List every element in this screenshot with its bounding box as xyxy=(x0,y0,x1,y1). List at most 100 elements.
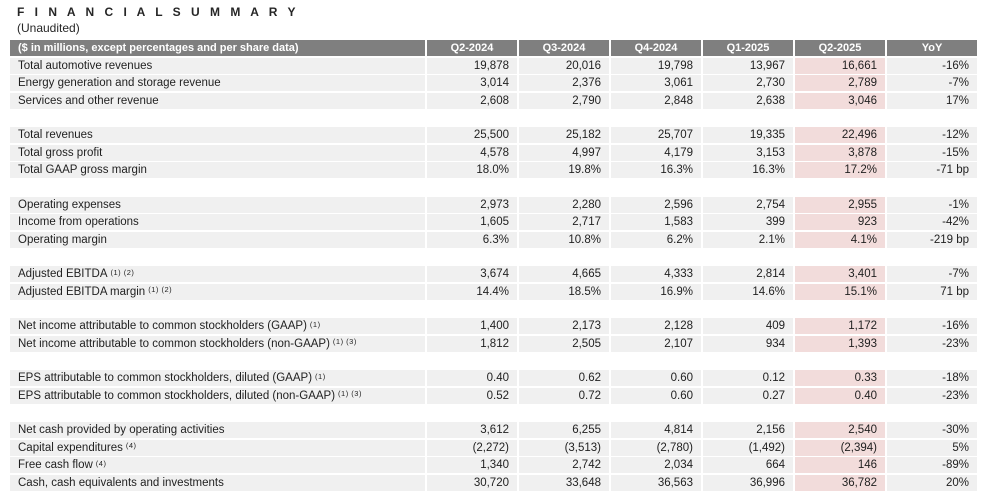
row-label-text: Services and other revenue xyxy=(18,94,159,107)
row-label-text: EPS attributable to common stockholders,… xyxy=(18,389,336,402)
table-row: Total GAAP gross margin 18.0% 19.8% 16.3% 16… xyxy=(10,162,977,178)
row-label: Total automotive revenues xyxy=(10,57,425,74)
value-cell: 1,400 xyxy=(427,318,517,334)
value-cell: 16.3% xyxy=(703,162,793,178)
value-cell: 2,638 xyxy=(703,92,793,109)
value-cell-highlight: 2,540 xyxy=(795,422,885,438)
value-cell: 2.1% xyxy=(703,231,793,248)
column-header: YoY xyxy=(887,40,977,56)
value-cell-highlight: 1,172 xyxy=(795,318,885,334)
row-label-text: Total gross profit xyxy=(18,146,103,159)
group-separator xyxy=(10,301,977,317)
value-cell: 17% xyxy=(887,92,977,109)
value-cell: -12% xyxy=(887,127,977,143)
value-cell-highlight: 22,496 xyxy=(795,127,885,143)
value-cell: 2,107 xyxy=(611,335,701,352)
value-cell: -42% xyxy=(887,214,977,230)
value-cell: 4,333 xyxy=(611,266,701,282)
value-cell: -71 bp xyxy=(887,162,977,178)
value-cell: (1,492) xyxy=(703,439,793,456)
value-cell: 14.4% xyxy=(427,283,517,300)
table-row: Capital expenditures (4) (2,272) (3,513) (2,… xyxy=(10,439,977,456)
row-label-text: Capital expenditures xyxy=(18,441,123,454)
value-cell: -18% xyxy=(887,370,977,386)
value-cell-highlight: 17.2% xyxy=(795,162,885,178)
row-label: Adjusted EBITDA (1) (2) xyxy=(10,266,425,282)
value-cell: 2,973 xyxy=(427,196,517,213)
row-label: Operating margin xyxy=(10,231,425,248)
value-cell-highlight: 1,393 xyxy=(795,335,885,352)
value-cell: 1,583 xyxy=(611,214,701,230)
value-cell: 0.60 xyxy=(611,387,701,404)
value-cell-highlight: 0.33 xyxy=(795,370,885,386)
group-separator xyxy=(10,110,977,126)
row-label-text: Net income attributable to common stockh… xyxy=(18,320,307,332)
value-cell-highlight: 923 xyxy=(795,214,885,230)
value-cell: 25,500 xyxy=(427,127,517,143)
value-cell: 1,812 xyxy=(427,335,517,352)
value-cell: -16% xyxy=(887,318,977,334)
column-header: Q3-2024 xyxy=(519,40,609,56)
value-cell: 4,814 xyxy=(611,422,701,438)
footnote-marker: (1) (3) xyxy=(332,337,357,346)
row-label-text: Net income attributable to common stockh… xyxy=(18,337,330,350)
value-cell: 4,997 xyxy=(519,144,609,161)
value-cell: 20% xyxy=(887,474,977,491)
row-label: Total GAAP gross margin xyxy=(10,162,425,178)
value-cell: 25,182 xyxy=(519,127,609,143)
table-row: Operating expenses 2,973 2,280 2,596 2,754 2,… xyxy=(10,196,977,213)
row-label-text: Energy generation and storage revenue xyxy=(18,77,221,89)
footnote-marker: (4) xyxy=(95,458,107,468)
row-label: Free cash flow (4) xyxy=(10,457,425,473)
table-row: Total revenues 25,500 25,182 25,707 19,335 22… xyxy=(10,127,977,143)
value-cell: 6.3% xyxy=(427,231,517,248)
value-cell: 30,720 xyxy=(427,474,517,491)
column-header: Q4-2024 xyxy=(611,40,701,56)
value-cell: 19,335 xyxy=(703,127,793,143)
value-cell: 2,128 xyxy=(611,318,701,334)
value-cell: 2,848 xyxy=(611,92,701,109)
footnote-marker: (1) xyxy=(309,319,321,329)
value-cell: 10.8% xyxy=(519,231,609,248)
value-cell: 4,578 xyxy=(427,144,517,161)
value-cell: 3,674 xyxy=(427,266,517,282)
value-cell: -30% xyxy=(887,422,977,438)
value-cell-highlight: 4.1% xyxy=(795,231,885,248)
footnote-marker: (1) xyxy=(315,371,326,381)
row-label: Total gross profit xyxy=(10,144,425,161)
value-cell: -15% xyxy=(887,144,977,161)
value-cell: (2,272) xyxy=(427,439,517,456)
value-cell: -23% xyxy=(887,335,977,352)
footnote-marker: (4) xyxy=(125,441,137,450)
table-row: Adjusted EBITDA margin (1) (2) 14.4% 18.5% 1… xyxy=(10,283,977,300)
value-cell: 0.60 xyxy=(611,370,701,386)
row-label: EPS attributable to common stockholders,… xyxy=(10,387,425,404)
value-cell: 3,014 xyxy=(427,75,517,91)
value-cell: 0.62 xyxy=(519,370,609,386)
value-cell: 2,505 xyxy=(519,335,609,352)
value-cell: 2,596 xyxy=(611,196,701,213)
table-row: Total gross profit 4,578 4,997 4,179 3,153 3,… xyxy=(10,144,977,161)
value-cell: -1% xyxy=(887,196,977,213)
value-cell: 2,717 xyxy=(519,214,609,230)
value-cell: -219 bp xyxy=(887,231,977,248)
value-cell: 18.5% xyxy=(519,283,609,300)
column-header: Q2-2024 xyxy=(427,40,517,56)
table-row: Net cash provided by operating activitie… xyxy=(10,422,977,438)
value-cell: 25,707 xyxy=(611,127,701,143)
footnote-marker: (1) (2) xyxy=(110,267,135,277)
page-subtitle: (Unaudited) xyxy=(17,21,80,35)
table-row: EPS attributable to common stockholders,… xyxy=(10,387,977,404)
value-cell: 3,061 xyxy=(611,75,701,91)
table-row: Free cash flow (4) 1,340 2,742 2,034 664 146 -8… xyxy=(10,457,977,473)
group-separator xyxy=(10,353,977,369)
value-cell: 4,665 xyxy=(519,266,609,282)
value-cell-highlight: 0.40 xyxy=(795,387,885,404)
table-body: Total automotive revenues 19,878 20,016 19,… xyxy=(10,57,977,491)
row-label-text: Free cash flow xyxy=(18,459,93,471)
value-cell: 2,034 xyxy=(611,457,701,473)
table-row: Operating margin 6.3% 10.8% 6.2% 2.1% 4.1% -21… xyxy=(10,231,977,248)
value-cell: 19.8% xyxy=(519,162,609,178)
value-cell: -89% xyxy=(887,457,977,473)
